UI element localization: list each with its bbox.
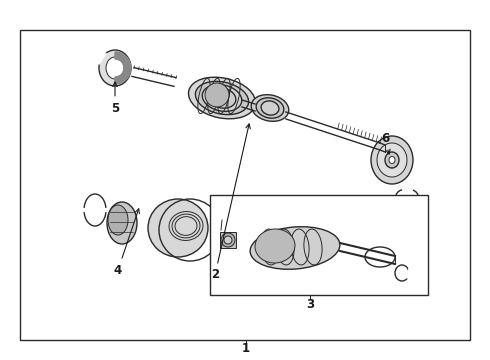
Ellipse shape bbox=[208, 88, 236, 108]
Ellipse shape bbox=[377, 143, 407, 177]
Bar bbox=[210, 195, 428, 295]
Text: 1: 1 bbox=[242, 342, 250, 355]
Text: 3: 3 bbox=[306, 298, 314, 311]
Ellipse shape bbox=[250, 227, 340, 269]
Ellipse shape bbox=[106, 57, 124, 79]
Circle shape bbox=[221, 233, 235, 247]
Ellipse shape bbox=[99, 50, 131, 86]
Ellipse shape bbox=[251, 95, 289, 121]
Bar bbox=[20, 30, 470, 340]
Ellipse shape bbox=[196, 81, 248, 114]
Text: 5: 5 bbox=[111, 82, 119, 114]
Ellipse shape bbox=[255, 229, 295, 263]
Circle shape bbox=[205, 83, 229, 107]
Ellipse shape bbox=[261, 101, 279, 115]
Wedge shape bbox=[115, 52, 131, 84]
Text: 4: 4 bbox=[114, 209, 139, 276]
Text: 6: 6 bbox=[381, 131, 390, 154]
Bar bbox=[220, 232, 236, 248]
Ellipse shape bbox=[389, 157, 395, 163]
Ellipse shape bbox=[256, 98, 284, 118]
Ellipse shape bbox=[202, 85, 242, 111]
Ellipse shape bbox=[108, 205, 128, 235]
Text: 2: 2 bbox=[211, 124, 250, 282]
Ellipse shape bbox=[371, 136, 413, 184]
Ellipse shape bbox=[189, 77, 255, 119]
Ellipse shape bbox=[107, 202, 137, 244]
Ellipse shape bbox=[385, 152, 399, 168]
Ellipse shape bbox=[148, 199, 208, 257]
Circle shape bbox=[224, 236, 232, 244]
